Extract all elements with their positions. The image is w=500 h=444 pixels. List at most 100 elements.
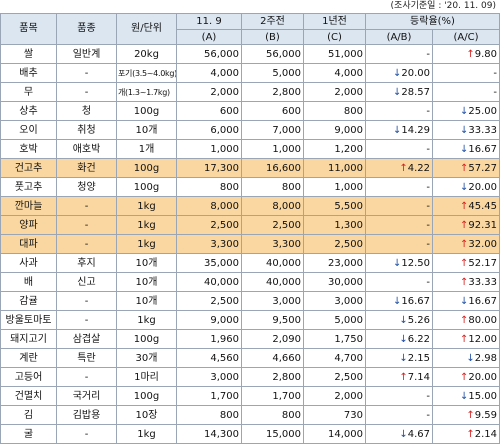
- header-col-a-bottom: (A): [176, 29, 242, 45]
- cell-rate-ab: -: [365, 101, 433, 121]
- cell-price-b: 56,000: [241, 44, 304, 64]
- table-row: 배 신고 10개 40,000 40,000 30,000- ↑33.33: [0, 272, 500, 292]
- cell-price-c: 5,500: [303, 196, 366, 216]
- rate-value: 16.67: [468, 295, 497, 307]
- arrow-down-icon: ↓: [399, 333, 408, 345]
- cell-price-a: 3,300: [176, 234, 242, 254]
- cell-item: 건고추: [0, 158, 57, 178]
- cell-rate-ab: ↑4.22: [365, 158, 433, 178]
- cell-item: 계란: [0, 348, 57, 368]
- arrow-down-icon: ↓: [392, 295, 402, 307]
- arrow-up-icon: ↑: [459, 162, 469, 174]
- cell-rate-ab: ↓6.22: [365, 329, 433, 349]
- cell-price-a: 6,000: [176, 120, 242, 140]
- arrow-up-icon: ↑: [399, 162, 408, 174]
- cell-item: 쌀: [0, 44, 57, 64]
- arrow-down-icon: ↓: [459, 181, 469, 193]
- cell-variety: -: [56, 367, 117, 387]
- arrow-up-icon: ↑: [459, 314, 469, 326]
- cell-price-b: 1,000: [241, 139, 304, 159]
- cell-rate-ac: ↑9.80: [432, 44, 500, 64]
- cell-rate-ab: ↓12.50: [365, 253, 433, 273]
- cell-price-c: 2,000: [303, 82, 366, 102]
- cell-unit: 1kg: [116, 196, 177, 216]
- rate-value: 20.00: [468, 371, 497, 383]
- cell-rate-ac: -: [432, 82, 500, 102]
- cell-rate-ac: ↑92.31: [432, 215, 500, 235]
- cell-variety: 특란: [56, 348, 117, 368]
- cell-variety: 김밥용: [56, 405, 117, 425]
- table-row: 사과 후지 10개 35,000 40,000 23,000 ↓12.50 ↑52.17: [0, 253, 500, 273]
- cell-price-b: 5,000: [241, 63, 304, 83]
- cell-price-b: 3,300: [241, 234, 304, 254]
- cell-rate-ac: ↑57.27: [432, 158, 500, 178]
- cell-variety: 삼겹살: [56, 329, 117, 349]
- cell-price-a: 800: [176, 177, 242, 197]
- cell-price-a: 2,500: [176, 215, 242, 235]
- cell-rate-ab: -: [365, 139, 433, 159]
- cell-rate-ac: ↓16.67: [432, 291, 500, 311]
- cell-price-c: 5,000: [303, 310, 366, 330]
- table-body: 쌀 일반계 20kg 56,000 56,000 51,000- ↑9.80 배추 - 포기(3.…: [0, 44, 500, 444]
- cell-variety: 애호박: [56, 139, 117, 159]
- cell-rate-ab: ↑7.14: [365, 367, 433, 387]
- rate-value: 15.00: [468, 390, 497, 402]
- cell-unit: 포기(3.5~4.0kg): [116, 63, 177, 83]
- arrow-down-icon: ↓: [459, 124, 469, 136]
- cell-unit: 개(1.3~1.7kg): [116, 82, 177, 102]
- cell-price-a: 4,560: [176, 348, 242, 368]
- cell-price-c: 11,000: [303, 158, 366, 178]
- arrow-up-icon: ↑: [459, 257, 469, 269]
- arrow-up-icon: ↑: [399, 371, 408, 383]
- cell-rate-ac: ↑33.33: [432, 272, 500, 292]
- cell-price-b: 40,000: [241, 272, 304, 292]
- cell-price-b: 3,000: [241, 291, 304, 311]
- table-row: 상추 청 100g 600 600 800- ↓25.00: [0, 101, 500, 121]
- cell-item: 대파: [0, 234, 57, 254]
- cell-item: 호박: [0, 139, 57, 159]
- cell-price-c: 30,000: [303, 272, 366, 292]
- cell-variety: 청: [56, 101, 117, 121]
- cell-variety: 화건: [56, 158, 117, 178]
- table-row: 깐마늘 -1kg 8,000 8,000 5,500- ↑45.45: [0, 196, 500, 216]
- header-col-a-top: 11. 9: [176, 13, 242, 30]
- rate-value: 20.00: [468, 181, 497, 193]
- cell-variety: -: [56, 424, 117, 444]
- table-row: 김 김밥용 10장 800 800 730- ↑9.59: [0, 405, 500, 425]
- rate-value: 5.26: [407, 314, 430, 326]
- table-row: 건고추 화건 100g 17,300 16,600 11,000 ↑4.22 ↑57.27: [0, 158, 500, 178]
- table-row: 풋고추 청양 100g 800 800 1,000- ↓20.00: [0, 177, 500, 197]
- arrow-down-icon: ↓: [466, 352, 475, 364]
- cell-item: 무: [0, 82, 57, 102]
- cell-unit: 10개: [116, 120, 177, 140]
- cell-rate-ab: ↓28.57: [365, 82, 433, 102]
- cell-price-b: 800: [241, 177, 304, 197]
- cell-variety: -: [56, 215, 117, 235]
- table-row: 양파 -1kg 2,500 2,500 1,300- ↑92.31: [0, 215, 500, 235]
- rate-value: 32.00: [468, 238, 497, 250]
- cell-rate-ac: ↑32.00: [432, 234, 500, 254]
- cell-price-c: 4,000: [303, 63, 366, 83]
- rate-value: 12.50: [401, 257, 430, 269]
- cell-rate-ac: ↓16.67: [432, 139, 500, 159]
- cell-price-a: 2,500: [176, 291, 242, 311]
- table-row: 고등어 -1마리 3,000 2,800 2,500 ↑7.14 ↑20.00: [0, 367, 500, 387]
- cell-price-c: 14,000: [303, 424, 366, 444]
- cell-rate-ab: -: [365, 405, 433, 425]
- arrow-down-icon: ↓: [392, 67, 402, 79]
- cell-variety: -: [56, 63, 117, 83]
- cell-price-b: 2,500: [241, 215, 304, 235]
- table-row: 방울토마토 -1kg 9,000 9,500 5,000 ↓5.26 ↑80.00: [0, 310, 500, 330]
- cell-price-b: 2,090: [241, 329, 304, 349]
- cell-rate-ac: ↓2.98: [432, 348, 500, 368]
- cell-rate-ac: ↓25.00: [432, 101, 500, 121]
- cell-item: 굴: [0, 424, 57, 444]
- table-row: 쌀 일반계 20kg 56,000 56,000 51,000- ↑9.80: [0, 44, 500, 64]
- rate-value: 7.14: [407, 371, 430, 383]
- cell-price-b: 2,800: [241, 367, 304, 387]
- cell-variety: 일반계: [56, 44, 117, 64]
- cell-unit: 10장: [116, 405, 177, 425]
- arrow-down-icon: ↓: [392, 86, 402, 98]
- cell-rate-ac: ↑52.17: [432, 253, 500, 273]
